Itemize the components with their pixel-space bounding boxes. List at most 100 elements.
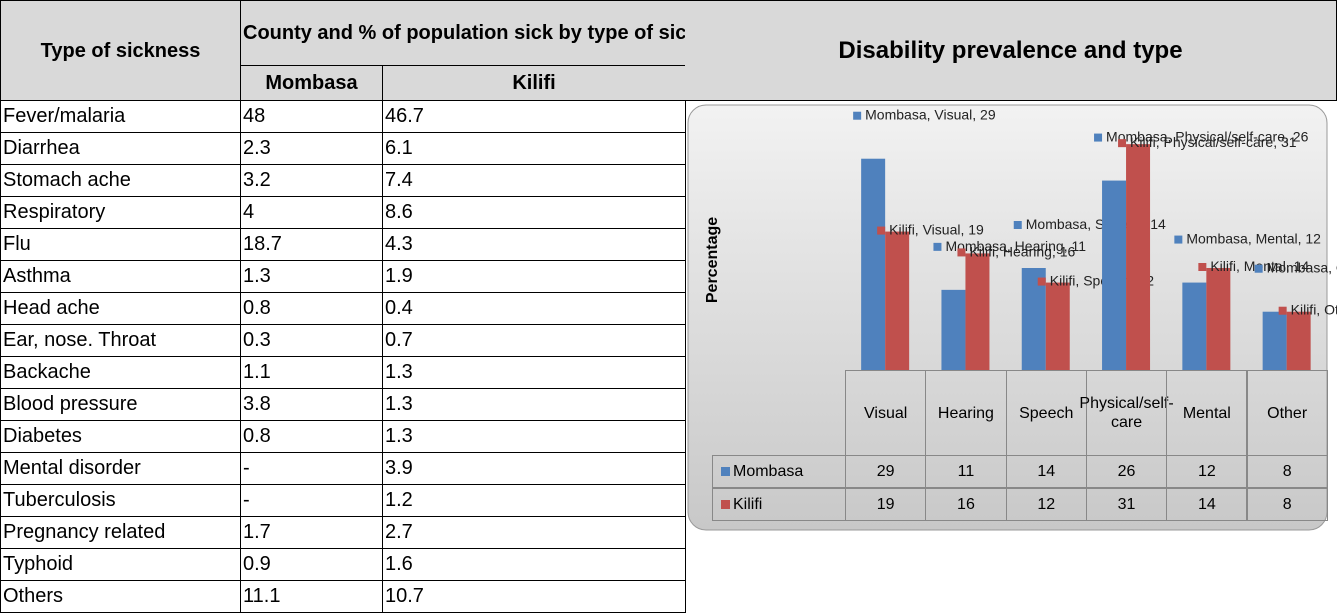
table-cell: 3.8 xyxy=(240,388,383,421)
chart-title: Disability prevalence and type xyxy=(685,0,1337,101)
table-cell: Respiratory xyxy=(0,196,241,229)
legend-swatch xyxy=(721,467,730,476)
table-cell: 4.3 xyxy=(381,228,687,261)
table-row: Respiratory 4 8.6 xyxy=(0,196,687,229)
label-marker xyxy=(1037,277,1046,286)
category-label: Visual xyxy=(845,370,927,456)
table-row: Head ache 0.8 0.4 xyxy=(0,292,687,325)
data-label: Kilifi, Other, 8 xyxy=(1291,302,1337,318)
table-cell: 1.3 xyxy=(240,260,383,293)
category-label: Speech xyxy=(1005,370,1087,456)
data-label: Mombasa, Hearing, 11 xyxy=(945,238,1086,254)
table-row: Diabetes 0.8 1.3 xyxy=(0,420,687,453)
label-marker xyxy=(1198,263,1207,271)
table-row: Flu 18.7 4.3 xyxy=(0,228,687,261)
table-cell: - xyxy=(240,452,383,485)
table-row: Others 11.1 10.7 xyxy=(0,580,687,613)
label-marker xyxy=(957,248,966,257)
bar xyxy=(1286,311,1311,370)
table-value: 11 xyxy=(925,455,1007,488)
table-cell: 4 xyxy=(240,196,383,229)
table-cell: Diarrhea xyxy=(0,132,241,165)
table-cell: Flu xyxy=(0,228,241,261)
table-cell: 0.8 xyxy=(240,292,383,325)
bar xyxy=(941,289,966,370)
label-marker xyxy=(1094,133,1103,142)
table-value: 14 xyxy=(1166,488,1248,521)
label-marker xyxy=(877,226,886,235)
label-marker xyxy=(853,111,862,120)
table-cell: 7.4 xyxy=(381,164,687,197)
table-cell: Diabetes xyxy=(0,420,241,453)
header-type: Type of sickness xyxy=(0,0,241,101)
legend-swatch xyxy=(721,500,730,509)
table-row: Backache 1.1 1.3 xyxy=(0,356,687,389)
bar xyxy=(1126,144,1151,370)
category-label: Hearing xyxy=(925,370,1007,456)
table-cell: 46.7 xyxy=(381,100,687,133)
table-value: 16 xyxy=(925,488,1007,521)
table-cell: Mental disorder xyxy=(0,452,241,485)
table-row: Typhoid 0.9 1.6 xyxy=(0,548,687,581)
table-value: 26 xyxy=(1085,455,1168,488)
table-row: Stomach ache 3.2 7.4 xyxy=(0,164,687,197)
table-cell: Tuberculosis xyxy=(0,484,241,517)
table-cell: 10.7 xyxy=(381,580,687,613)
table-cell: 8.6 xyxy=(381,196,687,229)
label-marker xyxy=(933,242,942,251)
bar xyxy=(1206,268,1231,370)
table-cell: Asthma xyxy=(0,260,241,293)
table-cell: 6.1 xyxy=(381,132,687,165)
table-cell: 3.9 xyxy=(381,452,687,485)
data-label: Kilifi, Hearing, 16 xyxy=(969,243,1075,259)
table-cell: 3.2 xyxy=(240,164,383,197)
data-label: Kilifi, Visual, 19 xyxy=(889,222,984,238)
table-value: 12 xyxy=(1005,488,1087,521)
chart-area xyxy=(687,104,1328,531)
table-cell: 1.1 xyxy=(240,356,383,389)
table-value: 31 xyxy=(1085,488,1168,521)
table-cell: 0.7 xyxy=(381,324,687,357)
table-cell: 0.8 xyxy=(240,420,383,453)
table-cell: 18.7 xyxy=(240,228,383,261)
data-label: Mombasa, Physical/self-care, 26 xyxy=(1106,129,1309,145)
legend-entry: Kilifi xyxy=(712,488,846,521)
bar xyxy=(1262,311,1287,370)
table-cell: 1.7 xyxy=(240,516,383,549)
table-row: Diarrhea 2.3 6.1 xyxy=(0,132,687,165)
category-label: Physical/self-care xyxy=(1079,370,1174,456)
label-marker xyxy=(1118,139,1127,148)
legend-label: Kilifi xyxy=(733,496,763,513)
table-cell: Typhoid xyxy=(0,548,241,581)
header-col: Kilifi xyxy=(381,65,687,101)
category-label: Other xyxy=(1246,370,1328,456)
table-cell: 48 xyxy=(240,100,383,133)
table-value: 8 xyxy=(1246,488,1328,521)
table-cell: 11.1 xyxy=(240,580,383,613)
table-cell: 1.3 xyxy=(381,420,687,453)
table-value: 8 xyxy=(1246,455,1328,488)
bar xyxy=(861,158,886,370)
data-label: Mombasa, Mental, 12 xyxy=(1186,231,1321,247)
table-cell: 2.3 xyxy=(240,132,383,165)
table-cell: Stomach ache xyxy=(0,164,241,197)
category-label: Mental xyxy=(1166,370,1248,456)
table-cell: Pregnancy related xyxy=(0,516,241,549)
table-row: Blood pressure 3.8 1.3 xyxy=(0,388,687,421)
legend-entry: Mombasa xyxy=(712,455,846,488)
y-axis-label: Percentage xyxy=(704,217,721,303)
table-value: 14 xyxy=(1005,455,1087,488)
table-cell: 2.7 xyxy=(381,516,687,549)
table-cell: 1.9 xyxy=(381,260,687,293)
table-row: Mental disorder -3.9 xyxy=(0,452,687,485)
table-cell: 1.2 xyxy=(381,484,687,517)
label-marker xyxy=(1174,235,1183,244)
table-cell: 0.9 xyxy=(240,548,383,581)
data-label: Mombasa, Visual, 29 xyxy=(865,107,996,123)
header-col: Mombasa xyxy=(240,65,383,101)
table-cell: Others xyxy=(0,580,241,613)
table-cell: - xyxy=(240,484,383,517)
label-marker xyxy=(1013,221,1022,229)
table-row: Ear, nose. Throat 0.3 0.7 xyxy=(0,324,687,357)
